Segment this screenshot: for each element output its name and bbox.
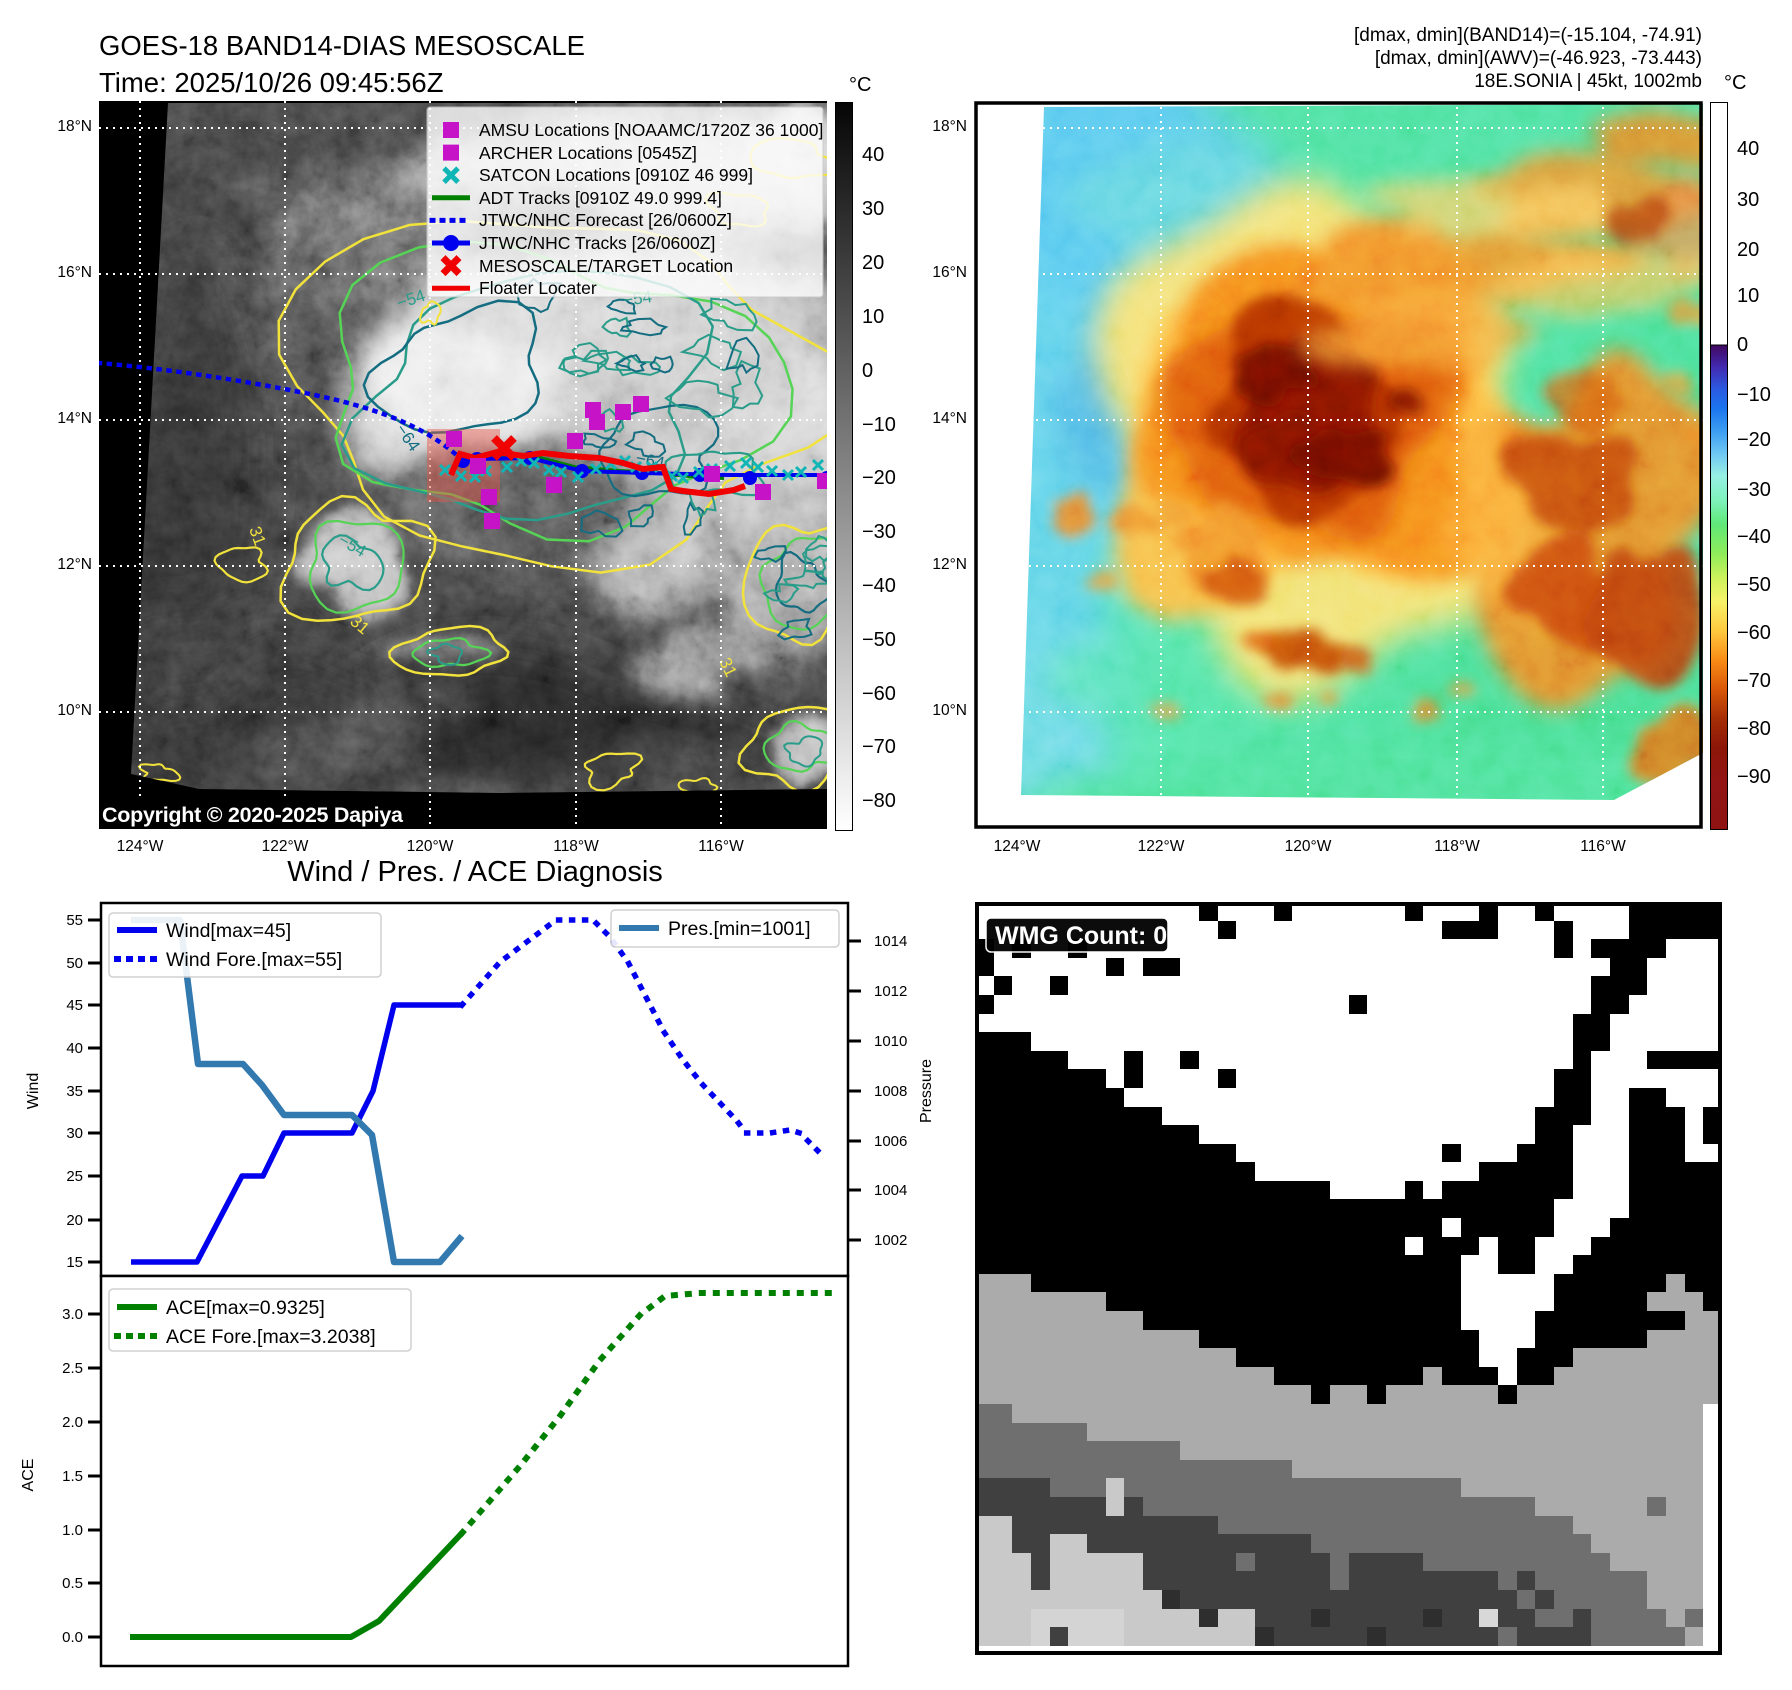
svg-text:2.5: 2.5 bbox=[62, 1360, 83, 1377]
svg-text:0.5: 0.5 bbox=[62, 1575, 83, 1592]
svg-text:Wind[max=45]: Wind[max=45] bbox=[166, 920, 291, 942]
svg-text:ADT Tracks [0910Z 49.0 999.4]: ADT Tracks [0910Z 49.0 999.4] bbox=[479, 188, 722, 208]
svg-text:Copyright © 2020-2025 Dapiya: Copyright © 2020-2025 Dapiya bbox=[102, 803, 404, 827]
svg-text:SATCON Locations [0910Z 46 999: SATCON Locations [0910Z 46 999] bbox=[479, 165, 753, 185]
svg-text:Pres.[min=1001]: Pres.[min=1001] bbox=[668, 918, 811, 940]
svg-text:JTWC/NHC Forecast [26/0600Z]: JTWC/NHC Forecast [26/0600Z] bbox=[479, 210, 732, 230]
svg-text:ACE[max=0.9325]: ACE[max=0.9325] bbox=[166, 1297, 325, 1319]
svg-text:1.5: 1.5 bbox=[62, 1468, 83, 1485]
svg-text:1010: 1010 bbox=[874, 1033, 907, 1050]
svg-text:Floater Locater: Floater Locater bbox=[479, 278, 597, 298]
svg-text:0.0: 0.0 bbox=[62, 1629, 83, 1646]
svg-text:1014: 1014 bbox=[874, 933, 907, 950]
svg-text:1004: 1004 bbox=[874, 1182, 907, 1199]
svg-text:45: 45 bbox=[66, 997, 83, 1014]
svg-text:ARCHER Locations [0545Z]: ARCHER Locations [0545Z] bbox=[479, 143, 697, 163]
svg-text:25: 25 bbox=[66, 1168, 83, 1185]
svg-text:35: 35 bbox=[66, 1083, 83, 1100]
svg-text:ACE: ACE bbox=[20, 1459, 37, 1492]
svg-text:40: 40 bbox=[66, 1040, 83, 1057]
svg-text:1006: 1006 bbox=[874, 1133, 907, 1150]
svg-text:55: 55 bbox=[66, 912, 83, 929]
svg-text:Wind Fore.[max=55]: Wind Fore.[max=55] bbox=[166, 949, 342, 971]
svg-text:WMG Count: 0: WMG Count: 0 bbox=[995, 922, 1167, 950]
svg-text:ACE Fore.[max=3.2038]: ACE Fore.[max=3.2038] bbox=[166, 1326, 376, 1348]
svg-text:1.0: 1.0 bbox=[62, 1522, 83, 1539]
svg-text:1012: 1012 bbox=[874, 983, 907, 1000]
svg-text:15: 15 bbox=[66, 1254, 83, 1271]
svg-text:MESOSCALE/TARGET Location: MESOSCALE/TARGET Location bbox=[479, 256, 733, 276]
svg-text:Wind: Wind bbox=[25, 1073, 42, 1109]
svg-text:50: 50 bbox=[66, 955, 83, 972]
svg-text:30: 30 bbox=[66, 1125, 83, 1142]
svg-text:AMSU Locations [NOAAMC/1720Z 3: AMSU Locations [NOAAMC/1720Z 36 1000] bbox=[479, 120, 823, 140]
svg-text:20: 20 bbox=[66, 1212, 83, 1229]
svg-text:1008: 1008 bbox=[874, 1083, 907, 1100]
svg-text:1002: 1002 bbox=[874, 1232, 907, 1249]
svg-text:2.0: 2.0 bbox=[62, 1414, 83, 1431]
svg-text:3.0: 3.0 bbox=[62, 1306, 83, 1323]
svg-text:JTWC/NHC Tracks [26/0600Z]: JTWC/NHC Tracks [26/0600Z] bbox=[479, 233, 715, 253]
svg-text:Pressure: Pressure bbox=[918, 1059, 935, 1123]
